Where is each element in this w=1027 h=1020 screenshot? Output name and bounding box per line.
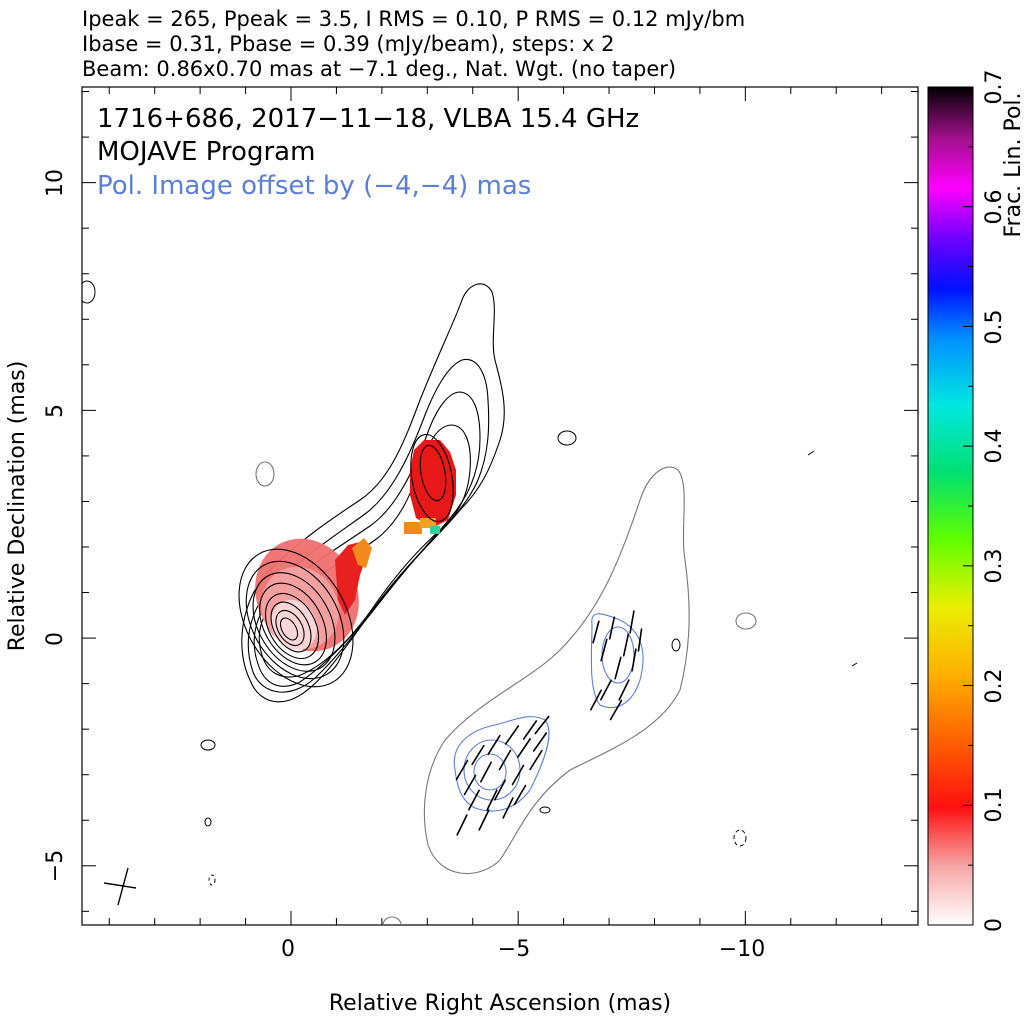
evpa-vector <box>468 789 480 811</box>
source-annotation: 1716+686, 2017−11−18, VLBA 15.4 GHz <box>97 104 639 134</box>
x-tick-label: 0 <box>281 937 295 962</box>
noise-contour <box>208 874 216 886</box>
y-tick-label: −5 <box>43 850 68 882</box>
evpa-vector <box>511 764 525 786</box>
y-axis-label: Relative Declination (mas) <box>5 361 30 652</box>
noise-contour <box>671 638 681 652</box>
program-annotation: MOJAVE Program <box>97 137 315 167</box>
evpa-vector <box>600 679 612 701</box>
evpa-vector <box>456 814 468 836</box>
evpa-vector <box>487 734 501 756</box>
colorbar-label: Frac. Lin. Pol. <box>1001 92 1026 237</box>
y-tick-labels: −5 0 5 10 <box>43 169 68 882</box>
evpa-vector <box>522 720 538 740</box>
y-tick-label: 10 <box>43 169 68 197</box>
noise-contour <box>735 612 757 630</box>
evpa-vector <box>480 761 492 783</box>
noise-contour <box>557 430 577 446</box>
noise-contour <box>204 817 212 827</box>
evpa-vector <box>532 732 548 752</box>
evpa-vector <box>486 789 498 811</box>
x-tick-label: −5 <box>498 937 530 962</box>
evpa-vector <box>608 616 616 640</box>
noise-contour <box>200 739 216 751</box>
noise-contour <box>539 806 551 814</box>
evpa-vectors <box>455 610 643 836</box>
evpa-vector <box>455 759 469 781</box>
evpa-vector <box>534 715 550 735</box>
noise-contour <box>382 916 402 925</box>
evpa-vector <box>609 699 623 721</box>
evpa-vector <box>513 784 527 806</box>
evpa-vector <box>463 774 477 796</box>
plot-area <box>82 280 858 925</box>
frac-pol-region-core-orange <box>352 538 372 568</box>
evpa-vector <box>631 648 637 672</box>
header-line-2: Ibase = 0.31, Pbase = 0.39 (mJy/beam), s… <box>82 32 614 56</box>
colorbar-tick-label: 0.7 <box>982 70 1007 105</box>
offset-annotation: Pol. Image offset by (−4,−4) mas <box>97 171 531 201</box>
outer-grey-contour <box>423 466 690 875</box>
evpa-vector <box>471 744 485 766</box>
colorbar-tick-label: 0.3 <box>982 549 1007 584</box>
jet-contour-outer <box>241 283 505 703</box>
colorbar-tick-label: 0.1 <box>982 788 1007 823</box>
colorbar-tick-label: 0.5 <box>982 310 1007 345</box>
noise-contour <box>733 829 747 847</box>
x-axis-label: Relative Right Ascension (mas) <box>329 991 671 1016</box>
noise-contour <box>807 450 815 456</box>
frac-pol-region-knot <box>410 440 456 528</box>
evpa-vector <box>590 689 602 711</box>
beam-marker <box>103 867 137 906</box>
colorbar-ticks <box>963 86 973 926</box>
colorbar-tick-label: 0.6 <box>982 190 1007 225</box>
evpa-vector <box>600 638 608 662</box>
evpa-vector <box>478 809 490 831</box>
colorbar-tick-label: 0 <box>982 918 1007 932</box>
frac-pol-region-knot-orange <box>420 518 436 528</box>
colorbar-tick-label: 0.4 <box>982 429 1007 464</box>
evpa-vector <box>517 738 531 758</box>
core-contours <box>238 548 354 688</box>
evpa-vector <box>494 779 506 801</box>
evpa-vector <box>592 620 600 644</box>
x-tick-labels: 0 −5 −10 <box>281 937 765 962</box>
y-tick-label: 5 <box>43 404 68 418</box>
knot-contours <box>410 433 454 523</box>
x-tick-label: −10 <box>719 937 765 962</box>
noise-contour <box>255 461 275 487</box>
noise-contour <box>851 662 858 667</box>
evpa-vector <box>504 725 520 745</box>
header-line-3: Beam: 0.86x0.70 mas at −7.1 deg., Nat. W… <box>82 57 676 81</box>
axis-ticks <box>82 87 918 925</box>
evpa-vector <box>502 797 514 819</box>
header-line-1: Ipeak = 265, Ppeak = 3.5, I RMS = 0.10, … <box>82 7 745 31</box>
colorbar <box>927 86 974 926</box>
evpa-vector <box>498 749 512 771</box>
y-tick-label: 0 <box>43 632 68 646</box>
evpa-vector <box>618 679 630 701</box>
frac-pol-region-knot-orange <box>404 522 422 534</box>
evpa-vector <box>529 749 543 771</box>
evpa-vector <box>614 656 622 680</box>
noise-contour <box>82 280 96 304</box>
evpa-vector <box>622 633 630 657</box>
evpa-vector <box>637 628 643 652</box>
colorbar-tick-labels: 0 0.1 0.2 0.3 0.4 0.5 0.6 0.7 <box>982 70 1007 933</box>
frac-pol-region-knot-cyan <box>430 526 440 534</box>
evpa-vector <box>629 610 635 634</box>
colorbar-tick-label: 0.2 <box>982 669 1007 704</box>
